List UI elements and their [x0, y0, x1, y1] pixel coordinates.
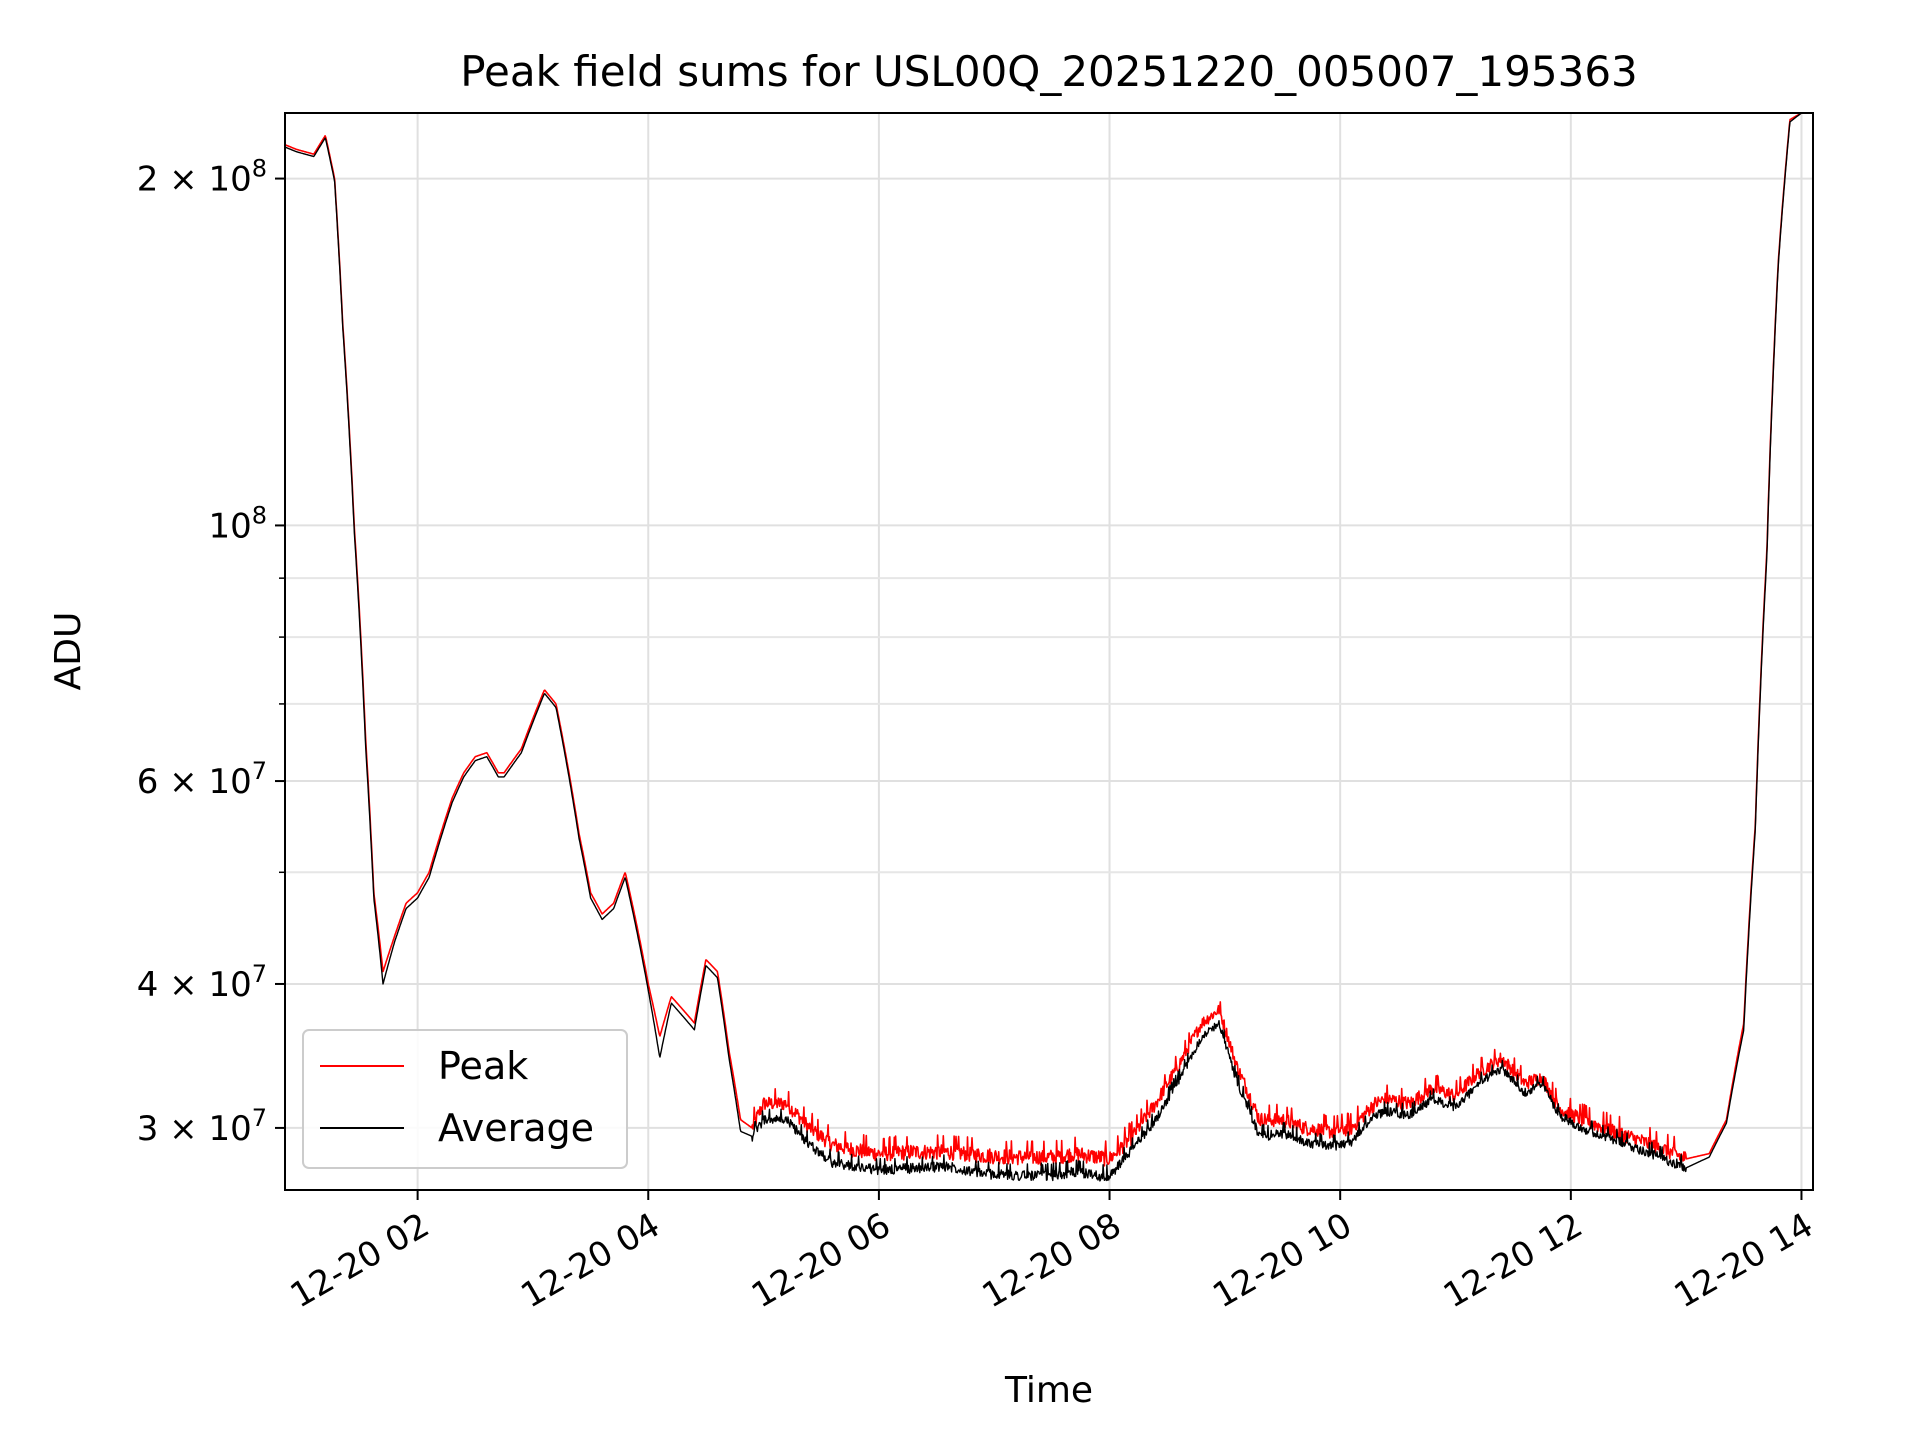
y-tick-mantissa: 2 [137, 160, 159, 200]
legend-peak-label: Peak [438, 1044, 528, 1088]
series-line-average [285, 113, 1802, 1182]
legend-average-label: Average [438, 1106, 594, 1150]
y-tick-times: × 10 [158, 160, 251, 200]
y-tick-mantissa: 4 [137, 965, 159, 1005]
y-tick-times: × 10 [158, 762, 251, 802]
y-tick-times: × 10 [158, 1109, 251, 1149]
y-tick-label: 6 × 107 [137, 757, 267, 802]
y-axis-label: ADU [48, 612, 89, 691]
y-tick-times: × 10 [158, 965, 251, 1005]
y-tick-exponent: 8 [252, 501, 267, 529]
y-tick-exponent: 8 [252, 155, 267, 183]
y-tick-label: 3 × 107 [137, 1104, 267, 1149]
legend-box [302, 1029, 628, 1169]
y-tick-exponent: 7 [252, 1104, 267, 1132]
chart-title: Peak field sums for USL00Q_20251220_0050… [460, 47, 1638, 96]
y-tick-label: 108 [208, 501, 267, 546]
series-layer [285, 113, 1802, 1182]
x-axis-label: Time [1004, 1370, 1093, 1411]
plot-frame [284, 112, 1814, 1191]
y-tick-exponent: 7 [252, 960, 267, 988]
y-tick-mantissa: 6 [137, 762, 159, 802]
y-tick-mantissa: 3 [137, 1109, 159, 1149]
y-tick-exponent: 7 [252, 757, 267, 785]
y-tick-label: 4 × 107 [137, 960, 267, 1005]
legend: Peak Average [302, 1029, 628, 1169]
y-tick-base: 10 [208, 506, 251, 546]
y-tick-label: 2 × 108 [137, 155, 267, 200]
